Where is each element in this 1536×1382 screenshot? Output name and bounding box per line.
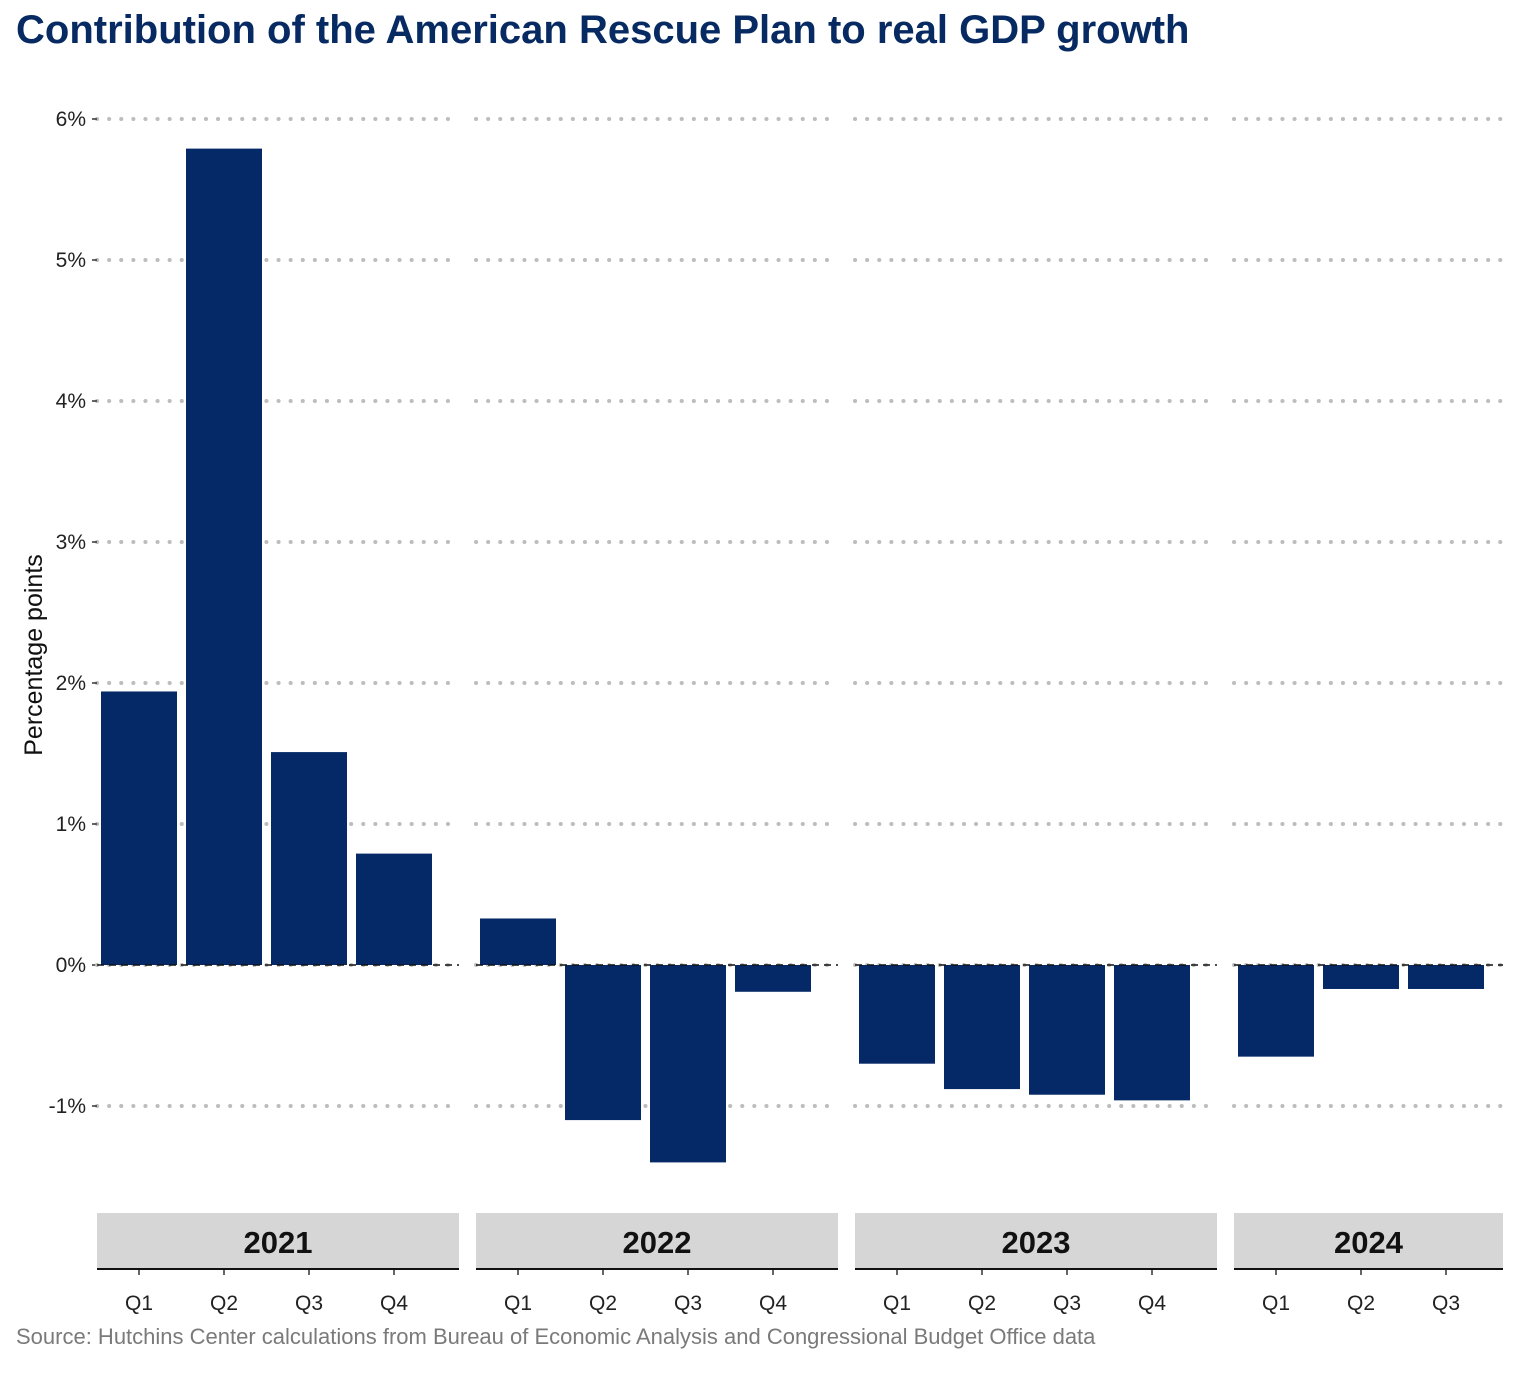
x-tick-label: Q2 — [589, 1292, 617, 1315]
y-tick-label: 3% — [56, 531, 86, 554]
grid-lines — [95, 117, 1505, 1108]
x-tick-label: Q3 — [1053, 1292, 1081, 1315]
y-tick-label: 1% — [56, 813, 86, 836]
y-tick-label: 6% — [56, 108, 86, 131]
x-tick-label: Q1 — [883, 1292, 911, 1315]
bar-2022-Q1 — [480, 918, 556, 965]
x-tick-label: Q2 — [1347, 1292, 1375, 1315]
year-strip — [855, 1213, 1217, 1268]
bar-2024-Q1 — [1238, 965, 1314, 1057]
panel-2023: Q1 Q2 Q3 Q4 2023 — [853, 963, 1219, 1315]
bar-2022-Q2 — [565, 965, 641, 1121]
source-note: Source: Hutchins Center calculations fro… — [16, 1324, 1096, 1349]
y-axis-title: Percentage points — [20, 554, 48, 756]
bar-2021-Q1 — [101, 691, 177, 965]
y-axis: -1% 0% 1% 2% 3% 4% 5% 6% — [49, 108, 97, 1118]
bar-2023-Q1 — [859, 965, 935, 1064]
year-panels: Q1 Q2 Q3 Q4 2021 Q1 Q2 Q3 Q4 2022 Q1 Q2 Q3 Q4 2023 Q1 Q2… — [95, 148, 1505, 1315]
year-strip — [97, 1213, 459, 1268]
panel-2022: Q1 Q2 Q3 Q4 2022 — [474, 918, 840, 1315]
x-tick-label: Q3 — [295, 1292, 323, 1315]
x-tick-label: Q4 — [1138, 1292, 1166, 1315]
year-strip — [476, 1213, 838, 1268]
x-tick-label: Q4 — [380, 1292, 408, 1315]
y-tick-label: 5% — [56, 249, 86, 272]
year-label: 2024 — [1334, 1225, 1404, 1260]
panel-2024: Q1 Q2 Q3 2024 — [1232, 963, 1505, 1315]
year-label: 2022 — [623, 1225, 692, 1260]
year-label: 2023 — [1002, 1225, 1071, 1260]
panel-2021: Q1 Q2 Q3 Q4 2021 — [95, 148, 461, 1315]
bar-2024-Q2 — [1323, 965, 1399, 989]
bar-2022-Q3 — [650, 965, 726, 1163]
y-tick-label: 4% — [56, 390, 86, 413]
x-tick-label: Q1 — [504, 1292, 532, 1315]
bar-2021-Q4 — [356, 853, 432, 965]
bar-2023-Q3 — [1029, 965, 1105, 1095]
x-tick-label: Q3 — [674, 1292, 702, 1315]
chart-title: Contribution of the American Rescue Plan… — [16, 8, 1190, 52]
y-tick-label: 0% — [56, 954, 86, 977]
x-tick-label: Q2 — [968, 1292, 996, 1315]
bar-2021-Q3 — [271, 752, 347, 965]
year-strip — [1234, 1213, 1503, 1268]
bar-2023-Q4 — [1114, 965, 1190, 1101]
y-tick-label: -1% — [49, 1095, 86, 1118]
y-tick-label: 2% — [56, 672, 86, 695]
bar-2023-Q2 — [944, 965, 1020, 1090]
x-tick-label: Q1 — [1262, 1292, 1290, 1315]
year-label: 2021 — [244, 1225, 313, 1260]
x-tick-label: Q1 — [125, 1292, 153, 1315]
x-tick-label: Q4 — [759, 1292, 787, 1315]
bar-2022-Q4 — [735, 965, 811, 992]
bar-2024-Q3 — [1408, 965, 1484, 989]
x-tick-label: Q3 — [1432, 1292, 1460, 1315]
x-tick-label: Q2 — [210, 1292, 238, 1315]
bar-2021-Q2 — [186, 148, 262, 966]
